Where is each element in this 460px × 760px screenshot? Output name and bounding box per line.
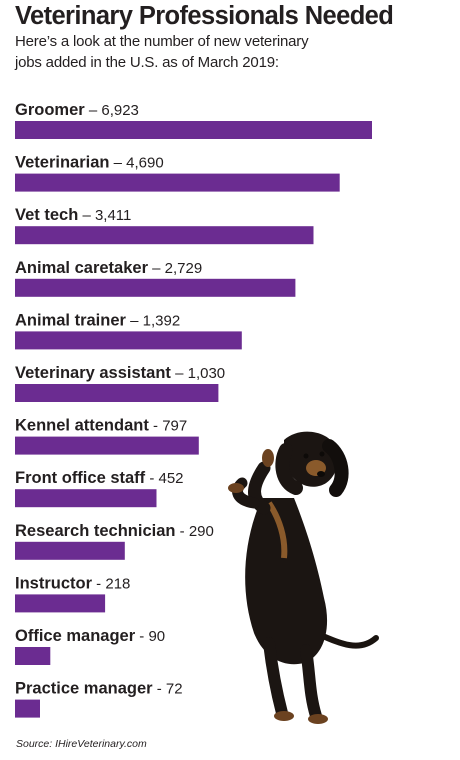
bar-label: Veterinary assistant – 1,030 (15, 364, 225, 382)
bar-label: Vet tech – 3,411 (15, 206, 131, 224)
source-note: Source: IHireVeterinary.com (16, 738, 147, 750)
bar-label: Instructor - 218 (15, 574, 130, 592)
bar (15, 541, 125, 560)
chart-title: Veterinary Professionals Needed (15, 2, 394, 30)
bar (15, 594, 106, 613)
bar (15, 384, 219, 402)
bar-label: Research technician - 290 (15, 522, 214, 540)
bar-label: Office manager - 90 (15, 627, 165, 645)
bar-label: Veterinarian – 4,690 (15, 154, 164, 172)
bar (15, 436, 199, 455)
bar (15, 489, 157, 508)
bar-label: Animal trainer – 1,392 (15, 311, 180, 329)
bar-label: Front office staff - 452 (15, 469, 184, 487)
bar (15, 647, 51, 665)
chart-subtitle: Here’s a look at the number of new veter… (15, 33, 309, 71)
bar-label: Animal caretaker – 2,729 (15, 259, 202, 277)
bar-label: Kennel attendant - 797 (15, 417, 187, 435)
bar-chart: Groomer – 6,923 Veterinarian – 4,690 Vet t… (15, 101, 372, 718)
bar (15, 226, 314, 245)
bar (15, 699, 40, 718)
bar (15, 173, 340, 192)
bar (15, 278, 296, 297)
bar (15, 331, 242, 350)
bar-label: Groomer – 6,923 (15, 101, 139, 119)
dachshund-illustration (228, 431, 379, 724)
bar (15, 121, 372, 139)
bar-label: Practice manager - 72 (15, 680, 183, 698)
